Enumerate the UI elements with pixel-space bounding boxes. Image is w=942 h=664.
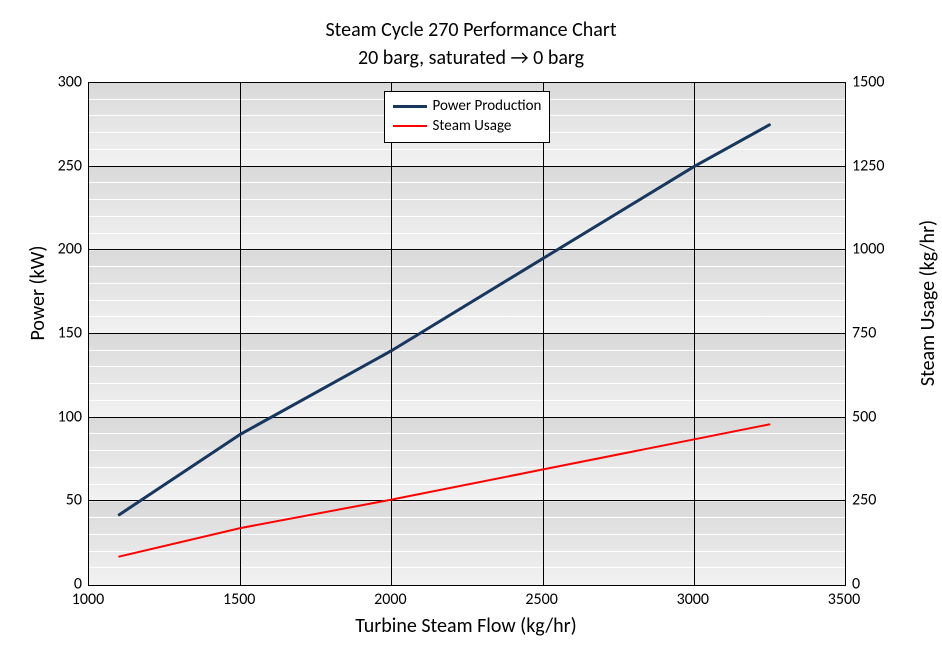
series-line [119,424,769,556]
y-right-tick: 1250 [852,156,884,175]
y-right-tick: 250 [852,491,876,510]
plot-area: Power ProductionSteam Usage [88,82,846,586]
y-left-tick: 150 [44,324,82,343]
x-axis-label: Turbine Steam Flow (kg/hr) [88,614,844,638]
legend-item: Power Production [393,96,542,116]
y-left-tick: 0 [44,575,82,594]
chart-title-main: Steam Cycle 270 Performance Chart [0,18,942,42]
legend-swatch [393,125,427,127]
y-left-tick: 50 [44,491,82,510]
y-left-tick: 300 [44,73,82,92]
x-tick: 2000 [374,590,406,609]
series-line [119,125,769,515]
y-right-tick: 750 [852,324,876,343]
x-tick: 3000 [677,590,709,609]
y-right-tick: 1500 [852,73,884,92]
y-left-tick: 250 [44,156,82,175]
legend-swatch [393,105,427,108]
y-axis-left-label: Power (kW) [26,193,50,393]
legend-label: Steam Usage [433,116,512,136]
x-tick: 1500 [223,590,255,609]
chart-title-sub: 20 barg, saturated → 0 barg [0,46,942,70]
performance-chart: Steam Cycle 270 Performance Chart 20 bar… [0,0,942,664]
y-left-tick: 200 [44,240,82,259]
y-right-tick: 1000 [852,240,884,259]
legend-label: Power Production [433,96,542,116]
y-right-tick: 500 [852,407,876,426]
x-tick: 2500 [525,590,557,609]
y-axis-right-label: Steam Usage (kg/hr) [916,173,940,433]
y-right-tick: 0 [852,575,860,594]
legend-item: Steam Usage [393,116,542,136]
y-left-tick: 100 [44,407,82,426]
legend: Power ProductionSteam Usage [384,91,551,143]
series-layer [89,83,845,585]
